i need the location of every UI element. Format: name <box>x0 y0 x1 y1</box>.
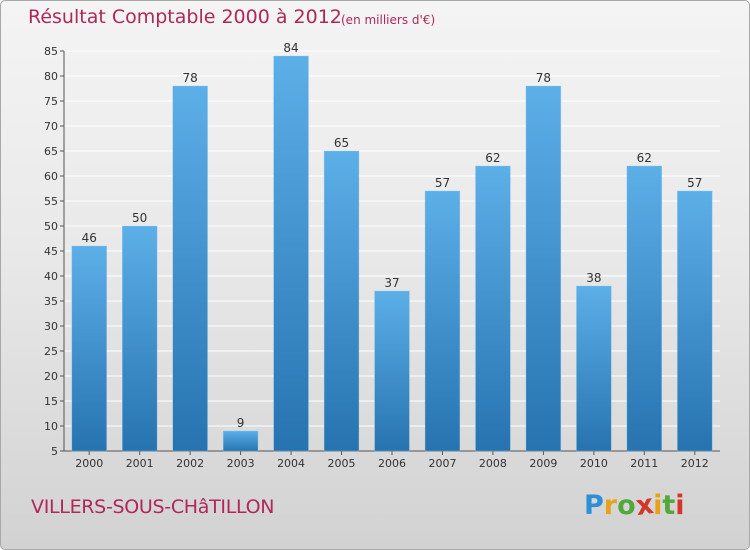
data-label: 62 <box>637 151 652 165</box>
logo-letter: i <box>675 490 685 521</box>
y-tick-label: 40 <box>44 270 58 283</box>
data-label: 9 <box>237 416 245 430</box>
bar-2002 <box>172 86 208 451</box>
bar-2003 <box>223 431 259 451</box>
commune-name: VILLERS-SOUS-CHâTILLON <box>31 496 275 518</box>
data-label: 65 <box>334 136 349 150</box>
data-label: 57 <box>435 176 450 190</box>
bars <box>71 55 713 452</box>
x-tick-label: 2011 <box>630 457 658 470</box>
y-tick-label: 5 <box>51 445 58 458</box>
chart-subtitle: (en milliers d'€) <box>341 13 436 27</box>
y-tick-label: 50 <box>44 220 58 233</box>
bar-2008 <box>475 166 511 451</box>
bar-outline <box>323 150 360 452</box>
y-tick-label: 85 <box>44 45 58 58</box>
logo-letter: x <box>633 488 656 523</box>
data-label: 37 <box>384 276 399 290</box>
x-tick-label: 2012 <box>681 457 709 470</box>
data-label: 62 <box>485 151 500 165</box>
bar-outline <box>424 190 461 452</box>
data-label: 38 <box>586 271 601 285</box>
y-tick-label: 10 <box>44 420 58 433</box>
x-tick-label: 2001 <box>126 457 154 470</box>
x-tick-label: 2008 <box>479 457 507 470</box>
y-tick-label: 75 <box>44 95 58 108</box>
x-tick-label: 2006 <box>378 457 406 470</box>
bar-outline <box>273 55 309 452</box>
bar-outline <box>222 430 259 452</box>
bar-2010 <box>576 286 612 451</box>
y-tick-label: 25 <box>44 345 58 358</box>
bar-outline <box>576 285 612 452</box>
bar-outline <box>475 165 511 452</box>
data-label: 46 <box>82 231 97 245</box>
x-tick-label: 2003 <box>227 457 255 470</box>
bar-2012 <box>677 191 713 451</box>
bar-2006 <box>374 291 410 451</box>
bar-2007 <box>425 191 460 451</box>
bar-outline <box>626 165 663 452</box>
bar-2009 <box>525 86 561 451</box>
x-tick-label: 2007 <box>428 457 456 470</box>
y-tick-label: 60 <box>44 170 58 183</box>
y-tick-label: 15 <box>44 395 58 408</box>
x-tick-label: 2009 <box>529 457 557 470</box>
x-tick-label: 2010 <box>580 457 608 470</box>
chart-title: Résultat Comptable 2000 à 2012 <box>28 6 342 28</box>
labels: 46 50 78 9 84 65 37 57 62 78 38 62 57 <box>82 41 703 430</box>
data-label: 57 <box>687 176 702 190</box>
logo-letter: t <box>662 490 676 521</box>
bar-2011 <box>626 166 662 451</box>
bar-2001 <box>122 226 158 451</box>
y-tick-label: 65 <box>44 145 58 158</box>
data-label: 50 <box>132 211 147 225</box>
bar-2000 <box>71 246 107 451</box>
x-tick-label: 2005 <box>328 457 356 470</box>
y-tick-label: 45 <box>44 245 58 258</box>
bar-outline <box>121 225 158 452</box>
logo-letter: r <box>603 490 618 521</box>
logo-letter: P <box>584 490 604 521</box>
bar-outline <box>374 290 410 452</box>
y-tick-label: 20 <box>44 370 58 383</box>
x-tick-label: 2004 <box>277 457 305 470</box>
y-tick-label: 30 <box>44 320 58 333</box>
bar-outline <box>172 85 208 452</box>
logo-letter: o <box>617 490 636 521</box>
bar-2005 <box>324 151 359 451</box>
y-tick-label: 35 <box>44 295 58 308</box>
bar-2004 <box>273 56 309 451</box>
logo-letter: i <box>653 490 663 521</box>
bar-outline <box>71 245 107 452</box>
y-tick-label: 55 <box>44 195 58 208</box>
data-label: 78 <box>536 71 551 85</box>
x-tick-label: 2002 <box>176 457 204 470</box>
bar-outline <box>525 85 562 452</box>
data-label: 78 <box>183 71 198 85</box>
bar-outline <box>677 190 713 452</box>
data-label: 84 <box>283 41 298 55</box>
y-tick-label: 70 <box>44 120 58 133</box>
y-tick-label: 80 <box>44 70 58 83</box>
proxiti-logo[interactable]: Proxiti <box>584 488 685 523</box>
x-tick-label: 2000 <box>75 457 103 470</box>
